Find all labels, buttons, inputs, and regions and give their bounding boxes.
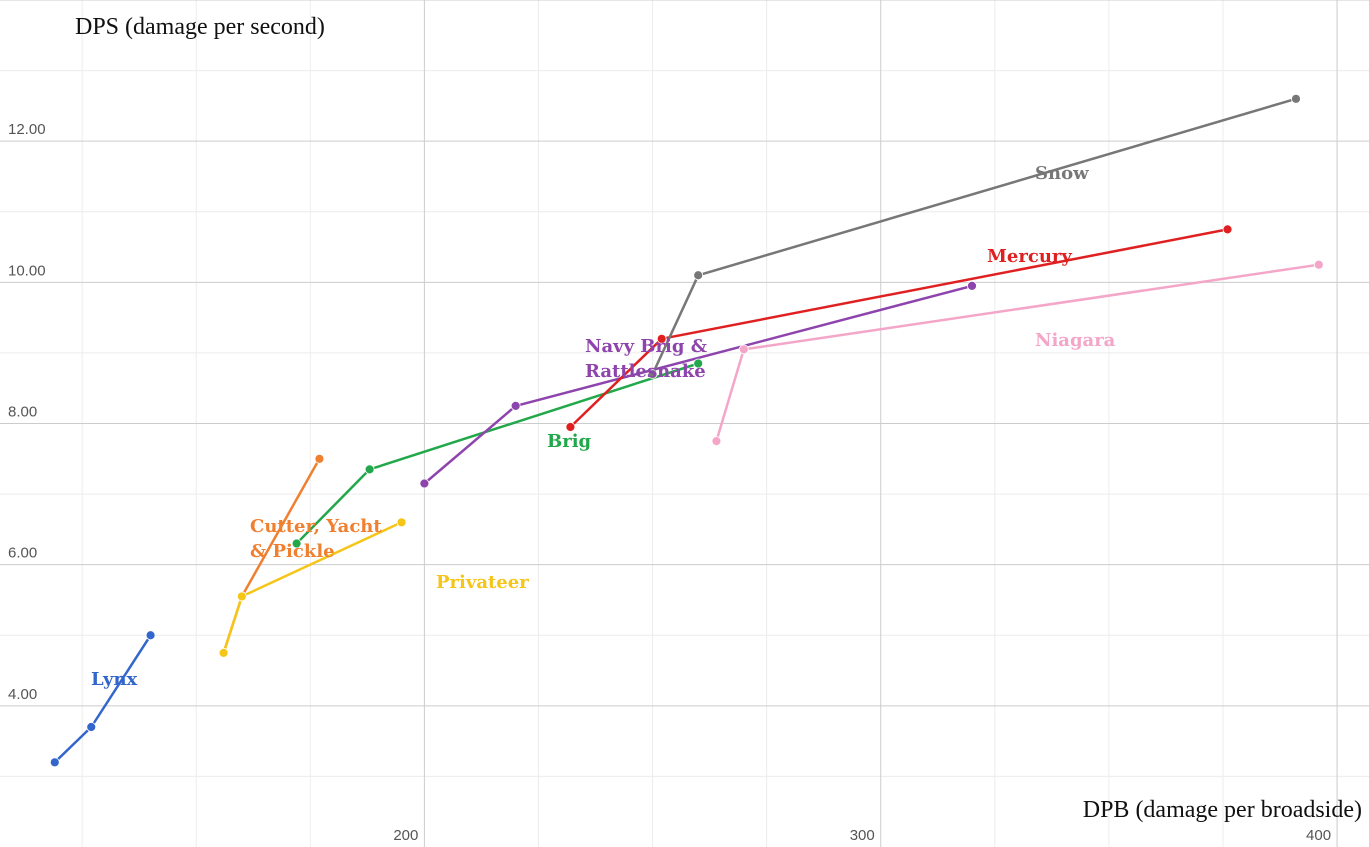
data-point-mercury: [1222, 224, 1233, 235]
x-tick-label: 400: [1306, 827, 1331, 844]
y-tick-label: 4.00: [8, 686, 37, 703]
data-point-mercury: [656, 333, 667, 344]
series-label-navy-brig-line1: Navy Brig &: [585, 336, 707, 357]
series-label-privateer: Privateer: [436, 572, 529, 593]
series-label-navy-brig-line2: Rattlesnake: [585, 361, 706, 382]
y-axis-title: DPS (damage per second): [75, 14, 325, 40]
series-label-niagara: Niagara: [1035, 330, 1116, 351]
data-point-snow: [1291, 93, 1301, 104]
y-tick-label: 12.00: [8, 121, 46, 138]
x-tick-label: 300: [850, 827, 875, 844]
series-points: [49, 93, 1324, 768]
y-tick-label: 10.00: [8, 262, 46, 279]
data-point-brig: [693, 358, 704, 369]
series-label-cutter-line1: Cutter, Yacht: [250, 516, 382, 537]
series-label-cutter-line2: & Pickle: [250, 541, 335, 562]
data-point-privateer: [236, 591, 247, 602]
x-tick-label: 200: [393, 827, 418, 844]
data-point-brig: [364, 464, 375, 475]
series-label-mercury: Mercury: [987, 246, 1072, 267]
data-point-lynx: [49, 757, 60, 768]
data-point-brig: [291, 538, 302, 549]
series-label-snow: Snow: [1035, 163, 1089, 184]
data-point-niagara: [1313, 259, 1324, 270]
data-point-mercury: [565, 422, 576, 432]
data-point-lynx: [86, 722, 97, 732]
series-label-lynx: Lynx: [91, 669, 138, 690]
data-point-navy-brig-rattlesnake: [510, 400, 521, 411]
data-point-privateer: [396, 517, 407, 528]
data-point-snow: [693, 270, 704, 281]
y-tick-label: 6.00: [8, 545, 37, 562]
data-point-niagara: [711, 436, 722, 447]
data-point-navy-brig-rattlesnake: [967, 280, 977, 291]
y-tick-label: 8.00: [8, 404, 37, 421]
x-axis-title: DPB (damage per broadside): [1083, 797, 1362, 823]
data-point-niagara: [738, 344, 749, 355]
series-label-cutter: Cutter, Yacht & Pickle: [250, 516, 388, 562]
data-point-navy-brig-rattlesnake: [419, 478, 430, 489]
series-label-navy-brig: Navy Brig & Rattlesnake: [585, 336, 713, 382]
data-point-cutter-yacht-pickle: [314, 453, 325, 464]
data-point-lynx: [145, 630, 156, 641]
series-label-brig: Brig: [547, 431, 592, 452]
data-point-snow: [647, 369, 658, 379]
data-point-privateer: [218, 647, 229, 658]
